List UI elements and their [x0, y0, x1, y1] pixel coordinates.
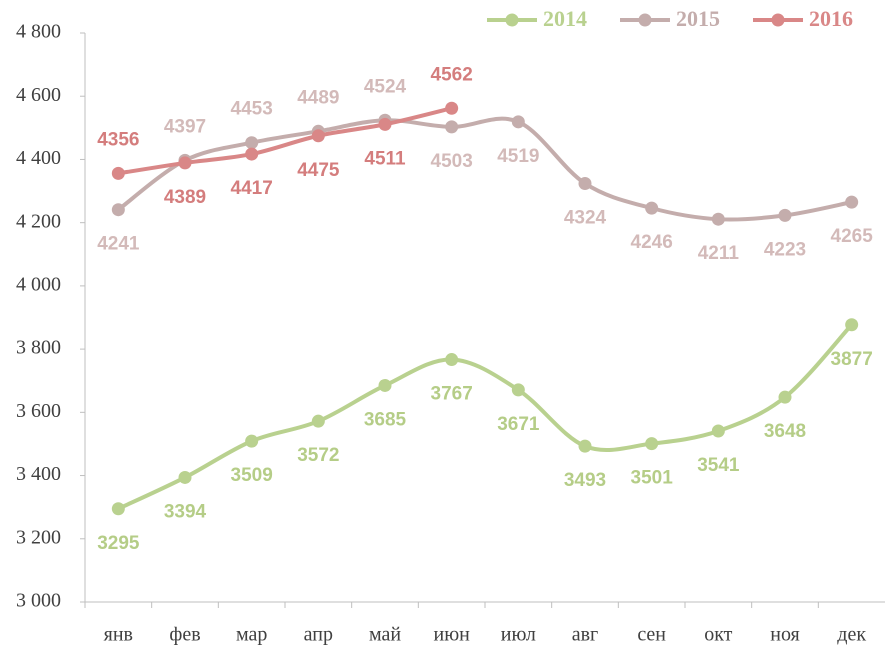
data-label: 4511 — [364, 148, 406, 169]
y-tick-label: 3 800 — [16, 337, 61, 359]
data-point — [245, 147, 259, 161]
x-tick-label: июн — [433, 624, 470, 646]
data-label: 3541 — [697, 455, 740, 476]
data-label: 4246 — [631, 232, 673, 253]
data-point — [778, 390, 792, 404]
data-point — [445, 120, 459, 134]
legend-label: 2015 — [676, 6, 720, 31]
data-label: 4397 — [164, 116, 206, 137]
data-label: 3572 — [297, 445, 339, 466]
series-line — [118, 106, 453, 176]
data-label: 4503 — [431, 151, 473, 172]
data-label: 4562 — [431, 64, 473, 85]
y-tick-label: 3 000 — [16, 590, 61, 612]
x-tick-label: сен — [637, 624, 666, 646]
x-tick-label: июл — [501, 624, 536, 646]
y-tick-label: 4 600 — [16, 84, 61, 106]
data-label: 4519 — [497, 146, 539, 167]
data-point — [311, 414, 325, 428]
data-label: 3295 — [97, 533, 140, 554]
data-point — [511, 383, 525, 397]
data-label: 4453 — [231, 99, 273, 120]
x-tick-label: янв — [104, 624, 133, 646]
legend-label: 2016 — [809, 6, 853, 31]
data-label: 4265 — [831, 226, 874, 247]
data-point — [178, 156, 192, 170]
y-tick-label: 3 400 — [16, 463, 61, 485]
data-point — [445, 101, 459, 115]
data-label: 4356 — [97, 129, 139, 150]
x-tick-label: мар — [236, 624, 267, 646]
y-tick-label: 3 600 — [16, 400, 61, 422]
data-point — [778, 208, 792, 222]
data-point — [711, 212, 725, 226]
data-point — [645, 201, 659, 215]
data-label: 3877 — [831, 349, 873, 370]
data-point — [111, 502, 125, 516]
data-label: 4211 — [698, 243, 740, 264]
data-point — [245, 136, 259, 150]
data-label: 3501 — [631, 468, 674, 489]
data-label: 3509 — [231, 465, 273, 486]
y-tick-label: 3 200 — [16, 526, 61, 548]
x-tick-label: окт — [704, 624, 732, 646]
data-label: 4489 — [297, 87, 339, 108]
data-point — [578, 176, 592, 190]
y-tick-label: 4 000 — [16, 273, 61, 295]
data-point — [111, 166, 125, 180]
data-label: 4389 — [164, 187, 206, 208]
data-label: 4524 — [364, 76, 407, 97]
data-label: 4223 — [764, 239, 806, 260]
legend-marker — [638, 13, 652, 27]
data-point — [178, 470, 192, 484]
x-tick-label: ноя — [770, 624, 800, 646]
data-label: 3767 — [431, 384, 473, 405]
data-point — [245, 434, 259, 448]
legend-marker — [771, 13, 785, 27]
data-point — [578, 439, 592, 453]
data-point — [378, 378, 392, 392]
data-point — [445, 353, 459, 367]
x-tick-label: май — [369, 624, 401, 646]
data-label: 4417 — [231, 178, 273, 199]
series-line — [117, 323, 854, 511]
data-point — [845, 195, 859, 209]
data-point — [111, 203, 125, 217]
y-tick-label: 4 200 — [16, 210, 61, 232]
data-point — [711, 424, 725, 438]
data-label: 4324 — [564, 207, 607, 228]
data-point — [311, 129, 325, 143]
data-label: 3671 — [497, 414, 540, 435]
legend-marker — [505, 13, 519, 27]
x-tick-label: фев — [169, 624, 200, 646]
data-label: 3394 — [164, 501, 207, 522]
data-label: 3493 — [564, 470, 606, 491]
x-tick-label: дек — [837, 624, 866, 646]
data-label: 3685 — [364, 409, 407, 430]
data-label: 4241 — [97, 234, 140, 255]
data-point — [378, 117, 392, 131]
data-point — [845, 318, 859, 332]
y-tick-label: 4 400 — [16, 147, 61, 169]
data-point — [645, 437, 659, 451]
series-line — [117, 116, 853, 222]
data-label: 4475 — [297, 160, 340, 181]
x-tick-label: авг — [572, 624, 599, 646]
data-label: 3648 — [764, 421, 806, 442]
data-point — [511, 115, 525, 129]
legend-label: 2014 — [543, 6, 587, 31]
y-tick-label: 4 800 — [16, 21, 61, 43]
x-tick-label: апр — [304, 624, 333, 646]
